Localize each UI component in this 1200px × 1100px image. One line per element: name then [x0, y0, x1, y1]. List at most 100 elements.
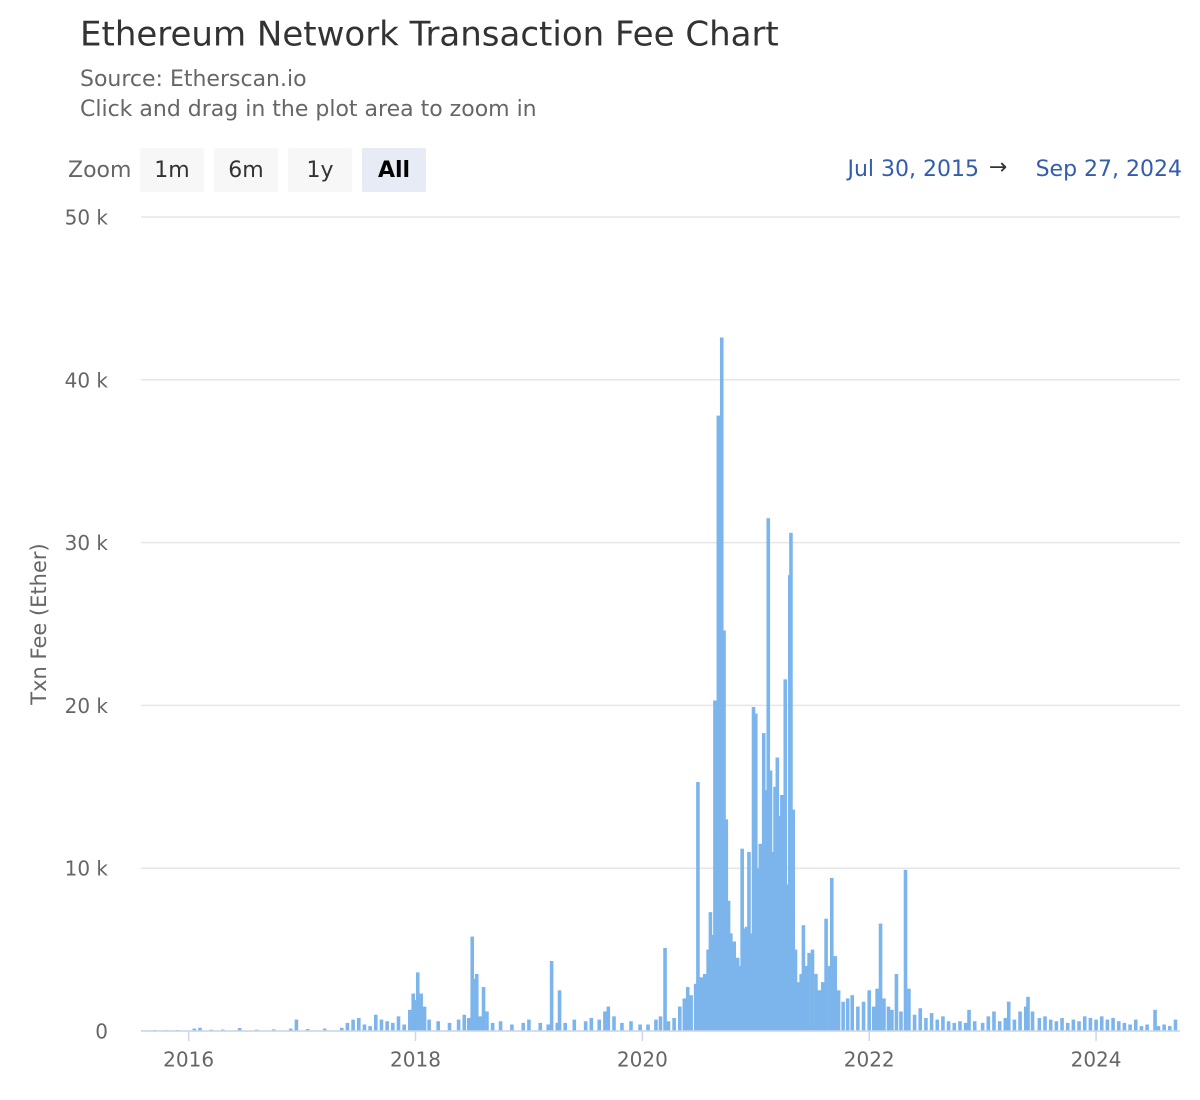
bar — [583, 1021, 588, 1031]
bar — [803, 965, 808, 1031]
x-tick-label: 2016 — [163, 1048, 214, 1072]
x-tick-label: 2020 — [617, 1048, 668, 1072]
bar — [1167, 1026, 1172, 1031]
bar — [850, 995, 854, 1031]
bar — [447, 1022, 452, 1031]
bar — [780, 794, 784, 1031]
bar — [1082, 1016, 1087, 1031]
bar — [1065, 1022, 1070, 1031]
zoom-button[interactable]: 6m — [214, 148, 278, 192]
bar — [408, 1009, 412, 1031]
bar — [841, 1001, 845, 1031]
bar — [791, 809, 796, 1031]
zoom-button-label: 1m — [154, 158, 189, 183]
bar — [1006, 1001, 1011, 1031]
bar — [1139, 1026, 1144, 1031]
bar — [761, 733, 766, 1031]
bar — [663, 947, 667, 1031]
bar — [894, 974, 899, 1031]
bar — [785, 884, 790, 1031]
bar — [1037, 1017, 1042, 1031]
bar — [422, 1006, 427, 1031]
bar — [963, 1022, 968, 1031]
zoom-button-label: All — [378, 158, 410, 183]
bar — [1162, 1024, 1166, 1031]
bar — [738, 965, 742, 1031]
bar — [603, 1011, 607, 1031]
bar — [758, 843, 763, 1031]
bar — [729, 933, 733, 1031]
bar — [677, 1006, 682, 1031]
range-from: Jul 30, 2015 — [845, 157, 979, 182]
bar — [817, 990, 822, 1031]
bar — [824, 918, 828, 1031]
bar — [773, 786, 777, 1031]
bar — [696, 781, 700, 1031]
bar — [415, 972, 420, 1031]
x-tick-label: 2022 — [844, 1048, 895, 1072]
zoom-label: Zoom — [68, 158, 131, 183]
bar — [322, 1028, 327, 1031]
bar — [288, 1028, 293, 1031]
bar — [890, 1009, 894, 1031]
bar — [597, 1019, 602, 1031]
bar — [396, 1016, 401, 1031]
bar — [722, 630, 726, 1031]
zoom-button-bg — [288, 148, 352, 192]
y-tick-label: 30 k — [65, 531, 109, 555]
bar — [693, 983, 698, 1031]
bar — [654, 1019, 658, 1031]
y-tick-label: 40 k — [65, 368, 109, 392]
bar — [810, 949, 815, 1031]
bar — [749, 933, 754, 1031]
bar — [829, 877, 834, 1031]
bar — [402, 1024, 406, 1031]
bar — [719, 337, 724, 1031]
zoom-button[interactable]: All — [362, 148, 426, 192]
bar — [986, 1016, 991, 1031]
bar — [886, 1006, 891, 1031]
bar — [612, 1016, 616, 1031]
bar — [411, 993, 416, 1031]
bar — [1133, 1019, 1138, 1031]
bar — [795, 982, 800, 1031]
zoom-button[interactable]: 1m — [140, 148, 204, 192]
bar — [436, 1021, 440, 1031]
bar — [747, 851, 751, 1031]
bar — [827, 965, 832, 1031]
bar — [882, 998, 886, 1031]
chart-title: Ethereum Network Transaction Fee Chart — [80, 15, 779, 55]
bar — [1071, 1019, 1076, 1031]
bar — [783, 679, 788, 1031]
bar — [912, 1014, 917, 1031]
bar — [271, 1029, 276, 1031]
bar — [929, 1013, 934, 1031]
bar — [799, 974, 803, 1031]
bar — [1077, 1021, 1081, 1031]
zoom-button-bg — [362, 148, 426, 192]
x-tick-label: 2018 — [390, 1048, 441, 1072]
bar — [538, 1022, 543, 1031]
bar — [549, 960, 554, 1031]
bar — [490, 1022, 495, 1031]
range-separator: → — [989, 155, 1007, 180]
bar — [391, 1022, 395, 1031]
bar — [875, 988, 879, 1031]
bar — [368, 1026, 372, 1031]
bar — [1060, 1017, 1064, 1031]
bar — [638, 1024, 642, 1031]
zoom-button[interactable]: 1y — [288, 148, 352, 192]
bar — [836, 990, 841, 1031]
bar — [1030, 1011, 1035, 1031]
bar — [456, 1019, 461, 1031]
bar — [1105, 1019, 1110, 1031]
bar — [498, 1021, 503, 1031]
bar — [620, 1022, 624, 1031]
bar — [861, 1001, 866, 1031]
bar — [775, 757, 780, 1031]
bar — [997, 1021, 1002, 1031]
bar — [967, 1009, 971, 1031]
bar — [845, 998, 850, 1031]
bar — [1153, 1009, 1157, 1031]
bar — [716, 415, 721, 1032]
